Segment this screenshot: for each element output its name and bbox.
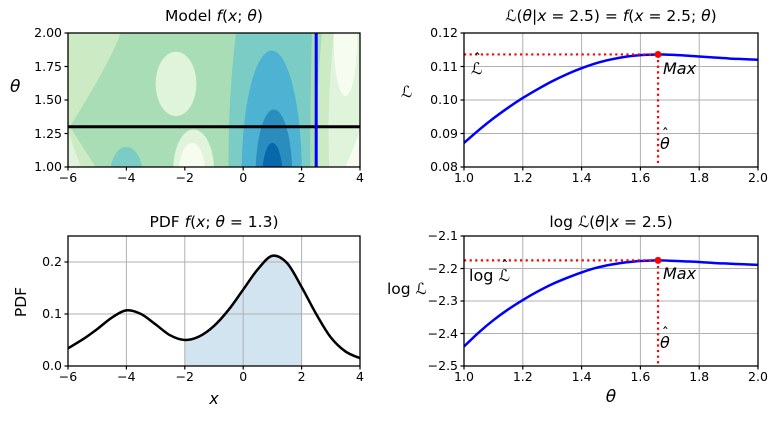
tick-label: 2 (297, 369, 306, 384)
hat-accent: ˆ (473, 51, 481, 68)
plot-loglik-frame (463, 235, 759, 367)
plot-loglik-title: log ℒ(θ|x = 2.5) (549, 213, 673, 231)
plot-likelihood-frame (463, 32, 759, 168)
tick-label: 1.4 (571, 369, 592, 384)
plot-model-frame (67, 32, 361, 168)
tick-label: −4 (117, 369, 136, 384)
likelihood-curve (464, 53, 758, 144)
tick-label: 1.75 (34, 58, 62, 74)
tick-label: 2.0 (748, 170, 768, 185)
tick-label: 0.08 (430, 158, 458, 174)
tick-label: 1.0 (454, 369, 474, 384)
tick-label: −2.3 (427, 292, 458, 308)
tick-label: 1.6 (630, 170, 651, 185)
tick-label: 1.8 (689, 170, 710, 185)
hat-accent: ˆ (661, 325, 669, 342)
plot-pdf-xlabel: x (209, 389, 219, 408)
plot-model-ylabel: θ (10, 77, 21, 97)
tick-label: 0.2 (42, 253, 62, 269)
plot-likelihood-ylabel: ℒ (401, 83, 413, 101)
plot-pdf-ylabel: PDF (12, 286, 30, 318)
tick-label: 2.00 (34, 24, 62, 40)
tick-label: −2.2 (427, 260, 458, 276)
plot-likelihood-title: ℒ(θ|x = 2.5) = f(x = 2.5; θ) (505, 7, 717, 25)
tick-label: −2 (175, 170, 195, 185)
pdf-curve (68, 254, 360, 360)
tick-label: −2.1 (427, 227, 458, 243)
max-point-marker (654, 50, 662, 58)
plot-pdf-frame (67, 235, 361, 367)
plot-model-axes (64, 32, 361, 171)
tick-label: 4 (356, 170, 364, 185)
tick-label: 1.25 (34, 125, 62, 141)
tick-label: −2.5 (427, 357, 458, 373)
loglik-curve (464, 259, 758, 348)
plot-likelihood-axes (460, 32, 759, 171)
tick-label: 1.2 (512, 369, 533, 384)
tick-label: 1.50 (34, 91, 62, 107)
tick-label: 1.00 (34, 158, 62, 174)
plot-loglik-xlabel: θ (605, 387, 617, 407)
loglik-max-label: Max (663, 264, 697, 283)
tick-label: 1.8 (689, 369, 710, 384)
tick-label: −2 (175, 369, 195, 384)
plot-model-title: Model f(x; θ) (165, 7, 263, 25)
plot-pdf-title: PDF f(x; θ = 1.3) (149, 213, 279, 231)
tick-label: 0.11 (430, 58, 458, 74)
likelihood-max-label: Max (663, 59, 697, 78)
tick-label: −6 (58, 369, 78, 384)
tick-label: 0.10 (430, 91, 458, 107)
contour-bands (68, 33, 360, 167)
hat-accent: ˆ (501, 258, 509, 275)
tick-label: 1.2 (512, 170, 533, 185)
tick-label: 0.09 (430, 125, 458, 141)
tick-label: 1.4 (571, 170, 592, 185)
tick-label: 0.1 (42, 305, 62, 321)
plot-loglik-ylabel: log ℒ (387, 280, 427, 298)
tick-label: 0.0 (42, 357, 62, 373)
tick-label: 1.0 (454, 170, 474, 185)
plot-pdf-axes (64, 235, 361, 370)
tick-label: 1.6 (630, 369, 651, 384)
plot-loglik-axes (460, 235, 759, 370)
max-point-marker (654, 256, 662, 264)
tick-label: 4 (356, 369, 364, 384)
tick-label: 2.0 (748, 369, 768, 384)
tick-label: 0.12 (430, 24, 458, 40)
tick-label: −4 (117, 170, 136, 185)
tick-label: −6 (58, 170, 78, 185)
hat-accent: ˆ (661, 126, 669, 143)
tick-label: 2 (297, 170, 306, 185)
tick-label: 0 (239, 170, 248, 185)
tick-label: −2.4 (427, 325, 458, 341)
tick-label: 0 (239, 369, 248, 384)
